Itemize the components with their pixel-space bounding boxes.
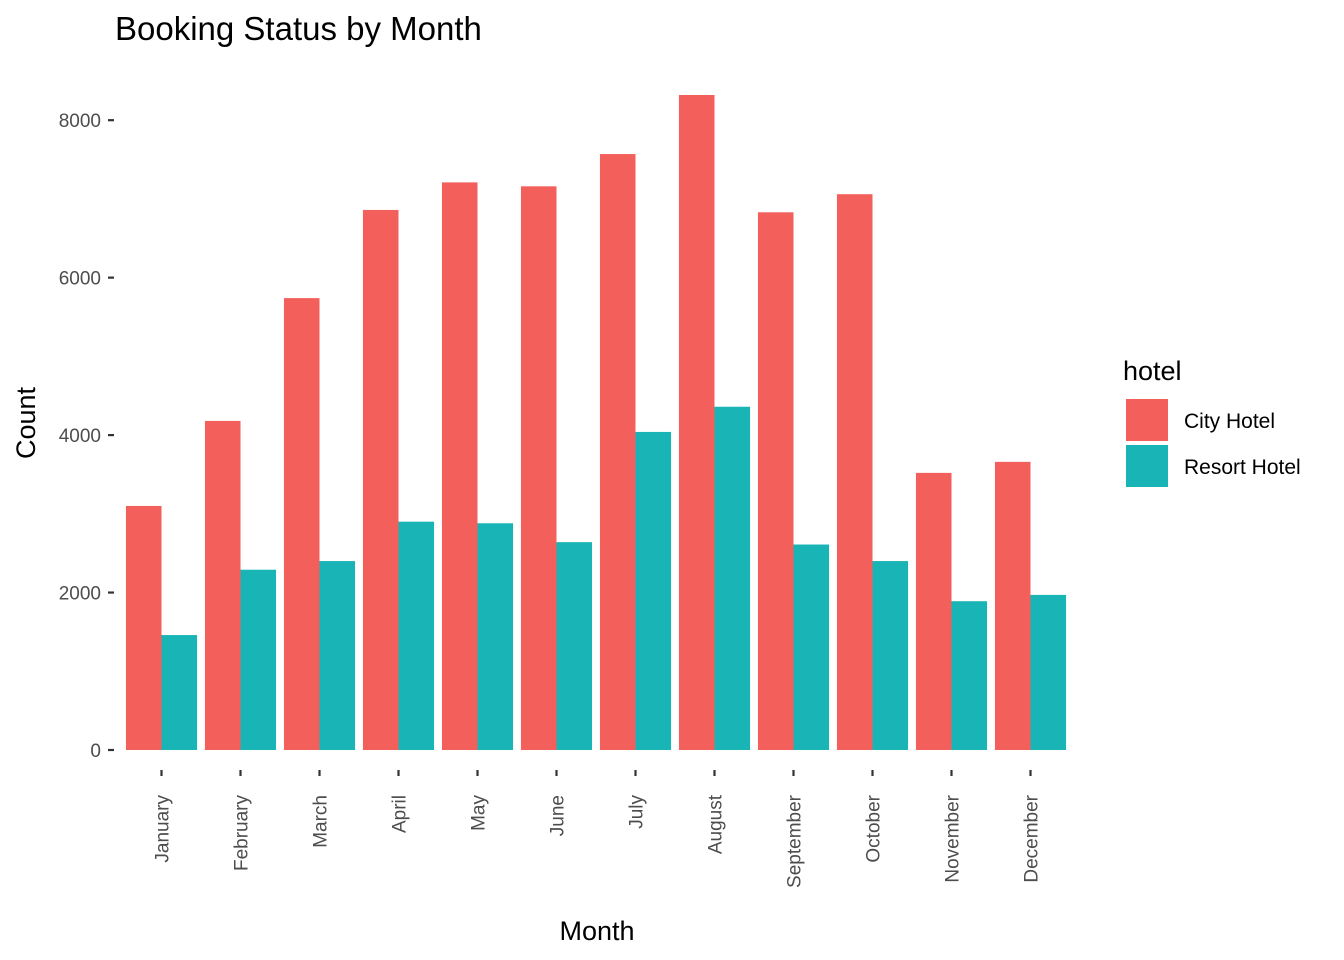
- bar-resort-hotel: [556, 542, 593, 750]
- legend-swatch: [1124, 443, 1170, 489]
- y-tick-label: 4000: [59, 426, 101, 447]
- x-axis: January February March April May June July Augu…: [153, 770, 1043, 888]
- y-tick-label: 6000: [59, 269, 101, 290]
- bar-resort-hotel: [714, 406, 751, 750]
- bar-city-hotel: [757, 212, 794, 750]
- legend: hotel City Hotel Resort Hotel: [1123, 356, 1301, 489]
- legend-title: hotel: [1123, 356, 1182, 386]
- bar-resort-hotel: [398, 521, 435, 750]
- x-tick-label: May: [469, 795, 490, 831]
- x-tick-label: December: [1022, 794, 1043, 882]
- bar-resort-hotel: [1030, 594, 1067, 750]
- legend-swatch: [1124, 397, 1170, 443]
- y-tick-label: 0: [90, 741, 101, 762]
- bar-city-hotel: [204, 420, 241, 750]
- bar-city-hotel: [915, 472, 952, 750]
- legend-label: City Hotel: [1184, 410, 1275, 433]
- bar-resort-hotel: [951, 601, 988, 750]
- bar-city-hotel: [520, 186, 557, 750]
- bar-city-hotel: [678, 95, 715, 750]
- x-tick-label: March: [311, 795, 332, 848]
- bars: [125, 95, 1067, 751]
- x-tick-label: January: [153, 795, 174, 863]
- bar-resort-hotel: [793, 544, 830, 750]
- legend-label: Resort Hotel: [1184, 456, 1301, 479]
- bar-resort-hotel: [240, 569, 277, 750]
- bar-city-hotel: [125, 505, 162, 750]
- x-tick-label: June: [548, 795, 569, 836]
- y-tick-label: 8000: [59, 111, 101, 132]
- bar-resort-hotel: [872, 561, 909, 750]
- bar-city-hotel: [362, 209, 399, 750]
- x-tick-label: July: [627, 795, 648, 829]
- bar-resort-hotel: [319, 561, 356, 750]
- bar-resort-hotel: [635, 431, 672, 750]
- chart-title: Booking Status by Month: [115, 10, 482, 47]
- bar-resort-hotel: [477, 523, 514, 750]
- x-tick-label: August: [706, 794, 727, 854]
- bar-city-hotel: [599, 154, 636, 751]
- x-tick-label: February: [232, 795, 253, 872]
- y-tick-label: 2000: [59, 584, 101, 605]
- x-axis-title: Month: [559, 916, 634, 946]
- y-axis-title: Count: [11, 386, 41, 459]
- x-tick-label: September: [785, 794, 806, 888]
- x-tick-label: November: [943, 794, 964, 882]
- bar-resort-hotel: [161, 635, 198, 750]
- y-axis: 0 2000 4000 6000 8000: [59, 111, 114, 762]
- x-tick-label: October: [864, 794, 885, 862]
- bar-city-hotel: [283, 298, 320, 750]
- x-tick-label: April: [390, 795, 411, 833]
- bar-city-hotel: [441, 182, 478, 751]
- bar-city-hotel: [836, 194, 873, 751]
- bar-city-hotel: [994, 461, 1031, 750]
